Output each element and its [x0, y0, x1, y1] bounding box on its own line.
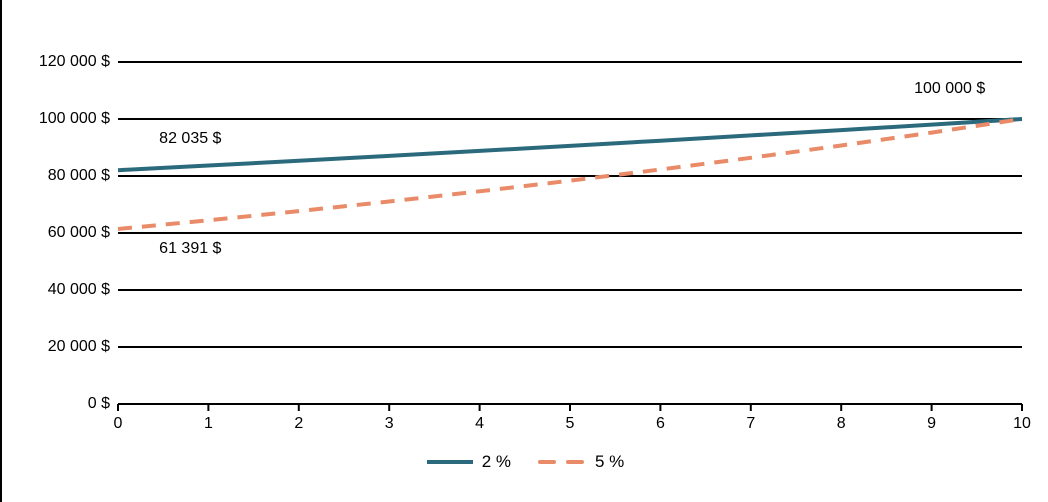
- x-tick-label: 7: [746, 415, 756, 432]
- x-tick-label: 10: [1013, 415, 1031, 432]
- y-tick-label: 100 000 $: [38, 110, 110, 127]
- x-tick-label: 4: [475, 415, 485, 432]
- data-label: 82 035 $: [159, 129, 222, 147]
- legend-line-sample: [426, 460, 473, 464]
- x-tick-label: 0: [113, 415, 123, 432]
- page-border-left: [0, 0, 2, 502]
- series-line-2%: [117, 117, 1023, 173]
- y-tick-label: 20 000 $: [47, 338, 110, 355]
- x-tick-label: 1: [203, 415, 213, 432]
- y-tick-label: 0 $: [87, 395, 110, 412]
- data-label: 100 000 $: [914, 80, 986, 98]
- legend-line-sample: [538, 460, 588, 464]
- y-tick-label: 60 000 $: [47, 224, 110, 241]
- y-tick-label: 120 000 $: [38, 53, 110, 70]
- x-tick-label: 2: [294, 415, 304, 432]
- data-label: 61 391 $: [159, 239, 222, 257]
- legend-item-5%: 5 %: [537, 451, 624, 473]
- x-tick-label: 8: [836, 415, 846, 432]
- y-tick-label: 80 000 $: [47, 167, 110, 184]
- legend-item-2%: 2 %: [424, 451, 511, 473]
- legend-label: 2 %: [481, 452, 511, 471]
- x-tick-label: 6: [655, 415, 665, 432]
- series-line-5%: [117, 117, 1023, 231]
- legend: 2 % 5 %: [0, 450, 1048, 474]
- x-tick-label: 5: [565, 415, 575, 432]
- x-tick-label: 9: [927, 415, 937, 432]
- y-tick-label: 40 000 $: [47, 281, 110, 298]
- legend-label: 5 %: [595, 452, 625, 471]
- x-tick-label: 3: [384, 415, 394, 432]
